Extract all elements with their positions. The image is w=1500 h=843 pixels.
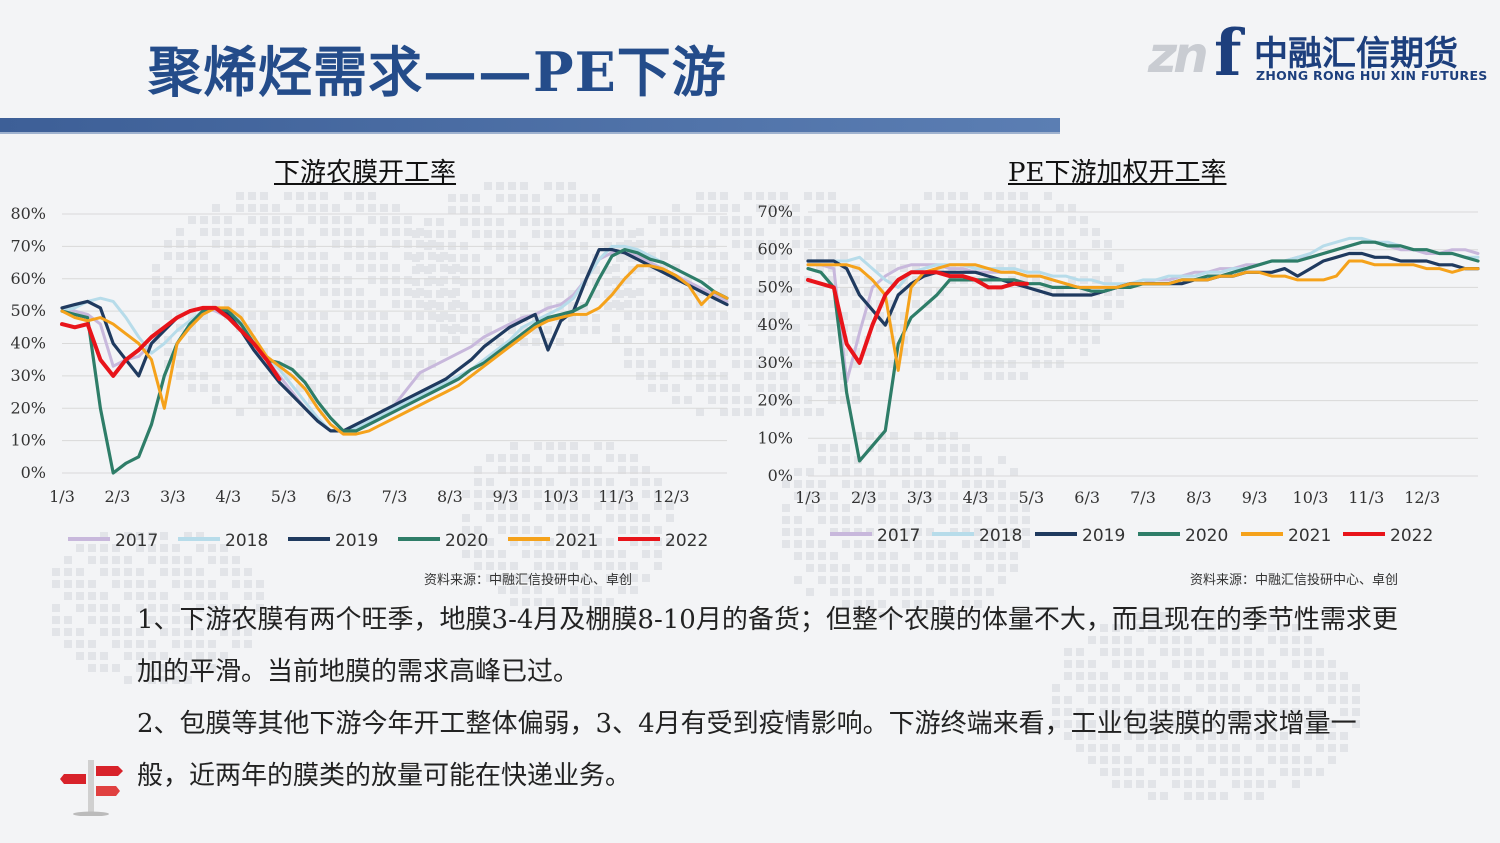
header-underline (0, 132, 1060, 134)
y-tick-label: 60% (757, 240, 793, 259)
x-tick-label: 7/3 (382, 487, 408, 506)
series-line-2022 (806, 270, 1029, 365)
x-tick-label: 8/3 (1186, 488, 1212, 507)
legend-label-2022: 2022 (1390, 526, 1433, 546)
x-tick-label: 5/3 (1018, 488, 1044, 507)
series-line-2021 (60, 264, 729, 436)
x-tick-label: 7/3 (1130, 488, 1156, 507)
y-tick-label: 50% (10, 301, 46, 320)
logo-english-name: ZHONG RONG HUI XIN FUTURES (1256, 68, 1488, 83)
y-tick-label: 80% (10, 204, 46, 223)
legend-label-2020: 2020 (1185, 526, 1228, 546)
x-tick-label: 3/3 (160, 487, 186, 506)
y-tick-label: 0% (768, 466, 793, 485)
y-tick-label: 60% (10, 269, 46, 288)
y-tick-label: 30% (10, 366, 46, 385)
x-tick-label: 4/3 (963, 488, 989, 507)
x-tick-label: 11/3 (1348, 488, 1384, 507)
logo-mark: zn (1148, 26, 1209, 84)
x-tick-label: 6/3 (1074, 488, 1100, 507)
company-logo: zn f 中融汇信期货 ZHONG RONG HUI XIN FUTURES (1148, 16, 1487, 91)
x-tick-label: 11/3 (598, 487, 634, 506)
legend-label-2021: 2021 (1288, 526, 1331, 546)
header-bar (0, 118, 1060, 132)
x-tick-label: 10/3 (1293, 488, 1329, 507)
chart-source-agri-film: 资料来源：中融汇信投研中心、卓创 (424, 573, 633, 588)
legend-label-2017: 2017 (877, 526, 920, 546)
note-paragraph-2: 2、包膜等其他下游今年开工整体偏弱，3、4月有受到疫情影响。下游终端来看，工业包… (137, 709, 1357, 791)
x-tick-label: 1/3 (49, 487, 75, 506)
x-tick-label: 4/3 (215, 487, 241, 506)
x-tick-label: 6/3 (326, 487, 352, 506)
chart-source-pe-weighted: 资料来源：中融汇信投研中心、卓创 (1190, 573, 1399, 588)
x-tick-label: 2/3 (105, 487, 131, 506)
chart-title-pe-weighted: PE下游加权开工率 (1008, 158, 1227, 188)
series-line-2021 (806, 259, 1480, 372)
y-tick-label: 50% (757, 277, 793, 296)
y-tick-label: 30% (757, 353, 793, 372)
x-tick-label: 10/3 (543, 487, 579, 506)
x-tick-label: 1/3 (795, 488, 821, 507)
y-tick-label: 10% (10, 431, 46, 450)
y-tick-label: 40% (10, 334, 46, 353)
legend-label-2020: 2020 (445, 531, 488, 551)
x-tick-label: 12/3 (654, 487, 690, 506)
legend-label-2018: 2018 (225, 531, 268, 551)
legend-label-2017: 2017 (115, 531, 158, 551)
y-tick-label: 40% (757, 315, 793, 334)
legend-label-2018: 2018 (979, 526, 1022, 546)
y-tick-label: 70% (757, 202, 793, 221)
series-line-2020 (60, 248, 729, 475)
legend-label-2019: 2019 (1082, 526, 1125, 546)
chart-title-agri-film: 下游农膜开工率 (274, 158, 457, 188)
page-title: 聚烯烃需求——PE下游 (148, 40, 727, 104)
y-tick-label: 10% (757, 428, 793, 447)
legend-label-2021: 2021 (555, 531, 598, 551)
x-tick-label: 9/3 (492, 487, 518, 506)
x-tick-label: 3/3 (907, 488, 933, 507)
y-tick-label: 70% (10, 236, 46, 255)
logo-chinese-name: 中融汇信期货 (1254, 34, 1458, 74)
note-paragraph-1: 1、下游农膜有两个旺季，地膜3-4月及棚膜8-10月的备货；但整个农膜的体量不大… (137, 605, 1398, 687)
legend-label-2022: 2022 (665, 531, 708, 551)
y-tick-label: 20% (757, 391, 793, 410)
x-tick-label: 8/3 (437, 487, 463, 506)
series-line-2018 (806, 236, 1480, 289)
y-tick-label: 0% (21, 463, 46, 482)
x-tick-label: 5/3 (271, 487, 297, 506)
x-tick-label: 2/3 (851, 488, 877, 507)
series-line-2022 (60, 305, 282, 382)
logo-f-mark: f (1214, 16, 1242, 91)
legend-label-2019: 2019 (335, 531, 378, 551)
series-line-2018 (60, 244, 729, 433)
y-tick-label: 20% (10, 398, 46, 417)
signpost-icon (60, 760, 123, 816)
x-tick-label: 9/3 (1242, 488, 1268, 507)
x-tick-label: 12/3 (1404, 488, 1440, 507)
